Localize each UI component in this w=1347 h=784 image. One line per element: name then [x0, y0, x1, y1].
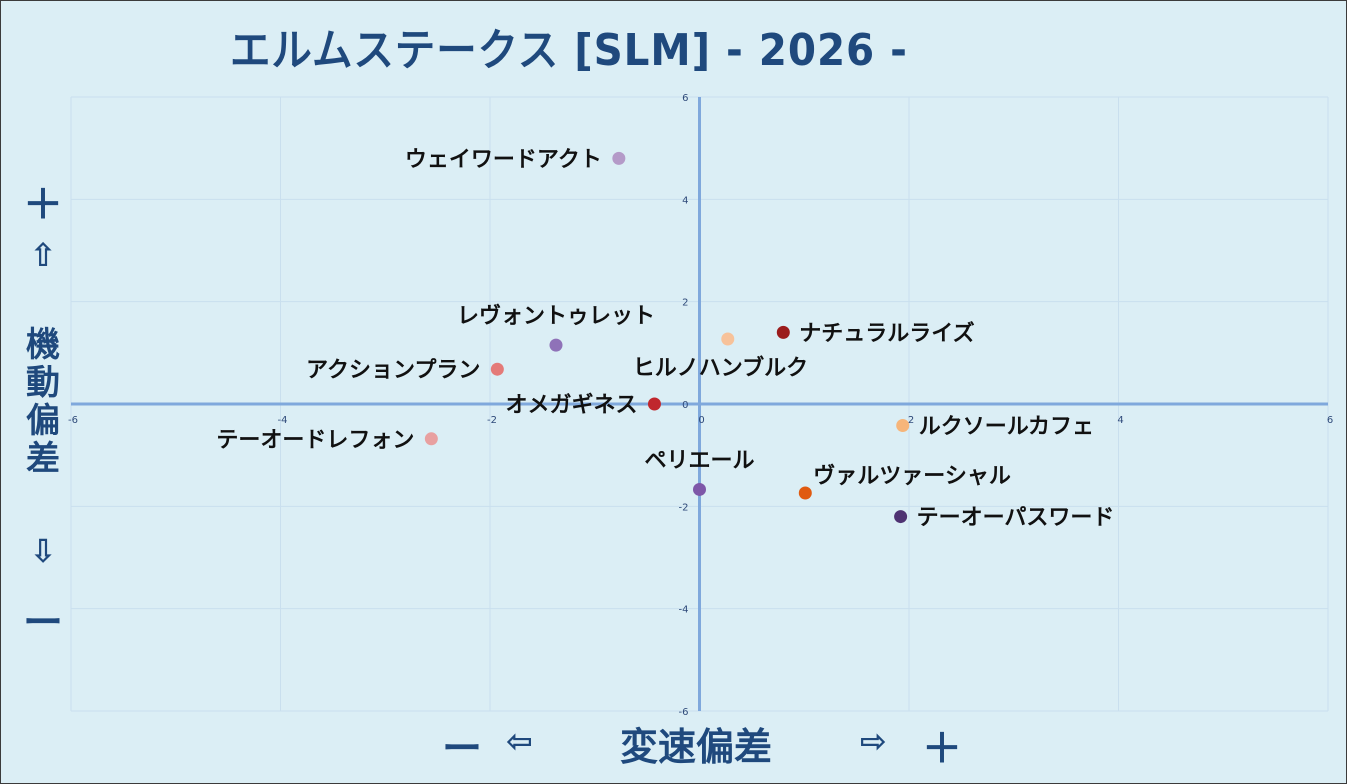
- data-point: [721, 332, 735, 346]
- x-tick-label: 2: [908, 415, 914, 426]
- data-point: [798, 486, 812, 500]
- data-point: [693, 482, 706, 496]
- y-tick-label: -6: [679, 707, 689, 718]
- x-axis-left-arrow-icon: ⇦: [506, 722, 533, 760]
- data-point: [612, 151, 626, 165]
- x-tick-label: -4: [278, 415, 288, 426]
- x-tick-label: 4: [1117, 415, 1123, 426]
- x-axis-caption: ー ⇦ 変速偏差 ⇨ ＋: [0, 712, 1347, 772]
- x-tick-label: -2: [487, 415, 497, 426]
- y-axis-plus-sign: ＋: [23, 182, 63, 228]
- data-point-label: ヒルノハンブルク: [633, 355, 808, 381]
- y-axis-minus-sign: ー: [23, 600, 63, 646]
- chart-title: エルムステークス [SLM] - 2026 -: [230, 25, 908, 76]
- data-point-label: オメガギネス: [505, 393, 637, 418]
- data-point-label: テーオーパスワード: [917, 506, 1115, 531]
- x-axis-right-arrow-icon: ⇨: [860, 722, 887, 760]
- x-axis-minus-sign: ー: [442, 726, 482, 772]
- y-tick-label: 4: [682, 195, 688, 206]
- data-point: [490, 362, 504, 376]
- tick-labels: -6 -4 -2 0 2 4 6 6 4 2 -2 -4 -6 0: [68, 93, 1333, 718]
- data-point-label: レヴォントゥレット: [457, 303, 655, 329]
- data-point: [894, 510, 908, 524]
- data-point: [647, 397, 661, 411]
- data-point: [549, 338, 563, 352]
- y-tick-label: 0: [682, 400, 688, 411]
- y-tick-label: -2: [679, 502, 689, 513]
- data-point-label: ウェイワードアクト: [405, 147, 602, 172]
- x-axis-label: 変速偏差: [620, 725, 773, 769]
- x-axis-plus-sign: ＋: [922, 726, 962, 772]
- data-point-label: テーオードレフォン: [216, 428, 414, 453]
- x-tick-label: -6: [68, 415, 78, 426]
- data-point-label: ヴァルツァーシャル: [813, 463, 1011, 489]
- x-tick-label: 6: [1327, 415, 1333, 426]
- data-point-label: ペリエール: [644, 448, 754, 473]
- y-tick-label: 6: [682, 93, 688, 104]
- data-point-label: アクションプラン: [306, 358, 480, 383]
- axes: [71, 97, 1328, 711]
- data-point: [896, 418, 910, 432]
- y-axis-down-arrow-icon: ⇩: [29, 532, 57, 570]
- data-point: [776, 325, 790, 339]
- data-point-label: ナチュラルライズ: [799, 320, 974, 346]
- y-axis-up-arrow-icon: ⇧: [29, 236, 57, 274]
- y-tick-label: -4: [679, 605, 689, 616]
- y-axis-label: 機動偏差: [26, 325, 60, 479]
- data-point-label: ルクソールカフェ: [919, 414, 1094, 439]
- data-point: [424, 432, 438, 446]
- x-tick-label: 0: [698, 415, 704, 426]
- y-tick-label: 2: [682, 298, 688, 309]
